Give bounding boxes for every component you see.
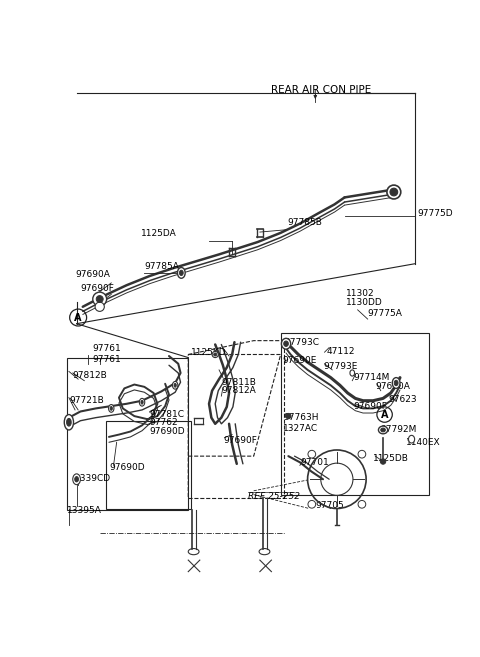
Ellipse shape: [380, 459, 386, 464]
Text: 97763H: 97763H: [283, 413, 318, 422]
Ellipse shape: [350, 370, 355, 376]
Bar: [281, 333, 429, 495]
Text: 47112: 47112: [327, 347, 355, 356]
Text: 97781C: 97781C: [150, 410, 185, 419]
Bar: [106, 422, 191, 509]
Text: 1327AC: 1327AC: [283, 424, 318, 433]
Bar: [67, 357, 188, 510]
Ellipse shape: [172, 382, 178, 389]
Text: 97761: 97761: [92, 355, 121, 363]
Text: 1125KD: 1125KD: [191, 348, 226, 357]
Text: 97812A: 97812A: [221, 386, 256, 395]
Text: 97690F: 97690F: [81, 284, 114, 293]
Text: 97705: 97705: [315, 501, 344, 510]
Text: 97623: 97623: [388, 395, 417, 403]
Ellipse shape: [281, 338, 291, 349]
Text: 97761: 97761: [92, 344, 121, 353]
Ellipse shape: [174, 384, 176, 387]
Ellipse shape: [141, 400, 143, 404]
Ellipse shape: [284, 341, 288, 346]
Ellipse shape: [387, 185, 401, 199]
Text: 97762: 97762: [150, 419, 179, 428]
Ellipse shape: [286, 413, 291, 419]
Text: 97690A: 97690A: [75, 270, 110, 279]
Ellipse shape: [110, 407, 112, 411]
Text: 1140EX: 1140EX: [406, 438, 441, 447]
Text: 97785A: 97785A: [144, 261, 179, 271]
Text: 97690F: 97690F: [354, 402, 388, 411]
Ellipse shape: [390, 188, 398, 196]
Text: 97714M: 97714M: [354, 373, 390, 382]
Ellipse shape: [64, 415, 73, 430]
Text: 97690A: 97690A: [375, 382, 410, 391]
Text: 97775A: 97775A: [368, 309, 403, 317]
Text: A: A: [381, 409, 388, 420]
Ellipse shape: [73, 474, 81, 485]
Ellipse shape: [394, 380, 398, 386]
Ellipse shape: [381, 428, 385, 432]
Ellipse shape: [212, 351, 218, 357]
Text: 97793C: 97793C: [285, 338, 320, 346]
Ellipse shape: [188, 549, 199, 555]
Text: 13395A: 13395A: [67, 506, 102, 515]
Text: 1130DD: 1130DD: [346, 298, 383, 307]
Text: 97690E: 97690E: [282, 356, 317, 365]
Text: 1125DB: 1125DB: [373, 454, 409, 463]
Ellipse shape: [75, 476, 79, 482]
Ellipse shape: [95, 302, 104, 311]
Text: 97721B: 97721B: [69, 396, 104, 405]
Text: 97812B: 97812B: [73, 371, 108, 380]
Ellipse shape: [259, 549, 270, 555]
Ellipse shape: [93, 292, 107, 306]
Ellipse shape: [392, 378, 400, 388]
Text: REAR AIR CON PIPE: REAR AIR CON PIPE: [271, 85, 371, 95]
Text: 97690F: 97690F: [223, 436, 257, 445]
Text: REF 25-252: REF 25-252: [248, 491, 300, 501]
Ellipse shape: [139, 398, 145, 406]
Text: A: A: [74, 313, 82, 323]
Text: 97792M: 97792M: [381, 425, 417, 434]
Text: 97701: 97701: [300, 458, 329, 466]
Text: 97811B: 97811B: [221, 378, 256, 386]
Text: 97690D: 97690D: [150, 427, 185, 436]
Ellipse shape: [408, 436, 415, 443]
Text: 1125DA: 1125DA: [141, 229, 177, 238]
Ellipse shape: [214, 353, 217, 356]
Ellipse shape: [67, 419, 71, 426]
Text: 97690D: 97690D: [110, 463, 145, 472]
Ellipse shape: [108, 405, 114, 412]
Text: 11302: 11302: [346, 288, 375, 298]
Ellipse shape: [378, 426, 388, 434]
Text: 1339CD: 1339CD: [75, 474, 111, 483]
Text: 97775D: 97775D: [417, 209, 453, 218]
Text: 97785B: 97785B: [288, 218, 323, 227]
Ellipse shape: [178, 267, 185, 279]
Ellipse shape: [180, 270, 183, 275]
Text: 97793E: 97793E: [323, 362, 358, 371]
Ellipse shape: [96, 296, 103, 302]
